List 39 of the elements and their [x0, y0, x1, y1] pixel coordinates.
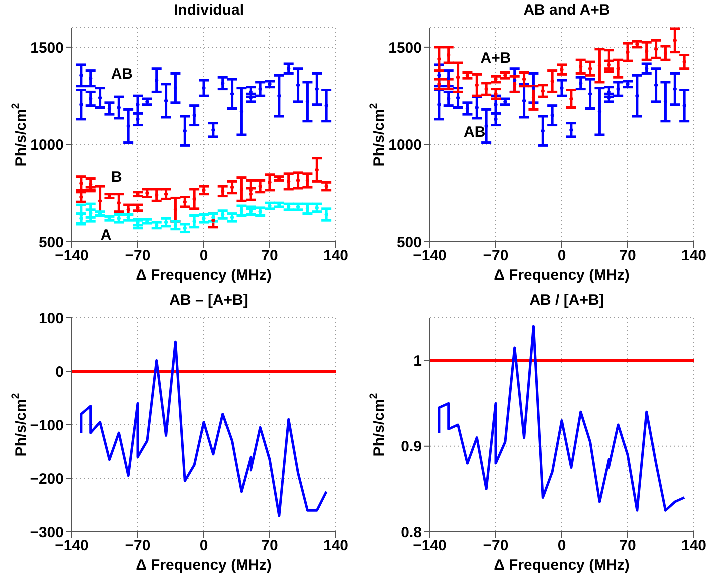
chart-title: AB – [A+B]: [168, 290, 250, 310]
x-axis-title: Δ Frequency (MHz): [136, 556, 272, 574]
x-tick-label: 140: [681, 248, 707, 265]
x-axis-title: Δ Frequency (MHz): [494, 556, 630, 574]
annotation: AB: [111, 66, 133, 84]
y-tick-label: 0: [56, 363, 64, 380]
x-tick-label: 140: [323, 248, 349, 265]
annotation: A+B: [480, 50, 512, 68]
y-tick-label: 0.9: [401, 438, 422, 456]
x-tick-label: −70: [125, 248, 151, 265]
chart-title: Individual: [172, 1, 245, 21]
x-tick-label: −70: [483, 248, 509, 265]
y-tick-label: 100: [38, 310, 64, 327]
chart-title: AB and A+B: [522, 1, 612, 21]
x-tick-label: 0: [200, 537, 208, 554]
y-tick-label: 1: [414, 352, 422, 370]
x-tick-label: −70: [483, 537, 509, 554]
chart-title: AB / [A+B]: [528, 290, 606, 310]
annotation: B: [111, 168, 122, 186]
x-tick-label: 70: [262, 248, 278, 265]
x-tick-label: 70: [262, 537, 278, 554]
x-axis-title: Δ Frequency (MHz): [136, 267, 272, 284]
y-tick-label: 1000: [30, 137, 64, 154]
y-tick-label: 1000: [388, 137, 422, 154]
y-tick-label: −100: [30, 416, 64, 434]
annotation: A: [100, 226, 112, 244]
x-tick-label: 70: [620, 537, 636, 554]
x-tick-label: 0: [200, 248, 208, 265]
x-tick-label: −70: [125, 537, 151, 554]
x-tick-label: 70: [620, 248, 636, 265]
y-tick-label: −200: [30, 470, 64, 488]
x-tick-label: 0: [558, 537, 566, 554]
y-tick-label: 1500: [30, 40, 64, 57]
annotation: AB: [464, 124, 486, 141]
x-tick-label: 140: [323, 537, 349, 554]
x-axis-title: Δ Frequency (MHz): [494, 267, 630, 284]
x-tick-label: 140: [681, 537, 707, 554]
y-tick-label: 1500: [388, 40, 422, 57]
x-tick-label: 0: [558, 248, 566, 265]
